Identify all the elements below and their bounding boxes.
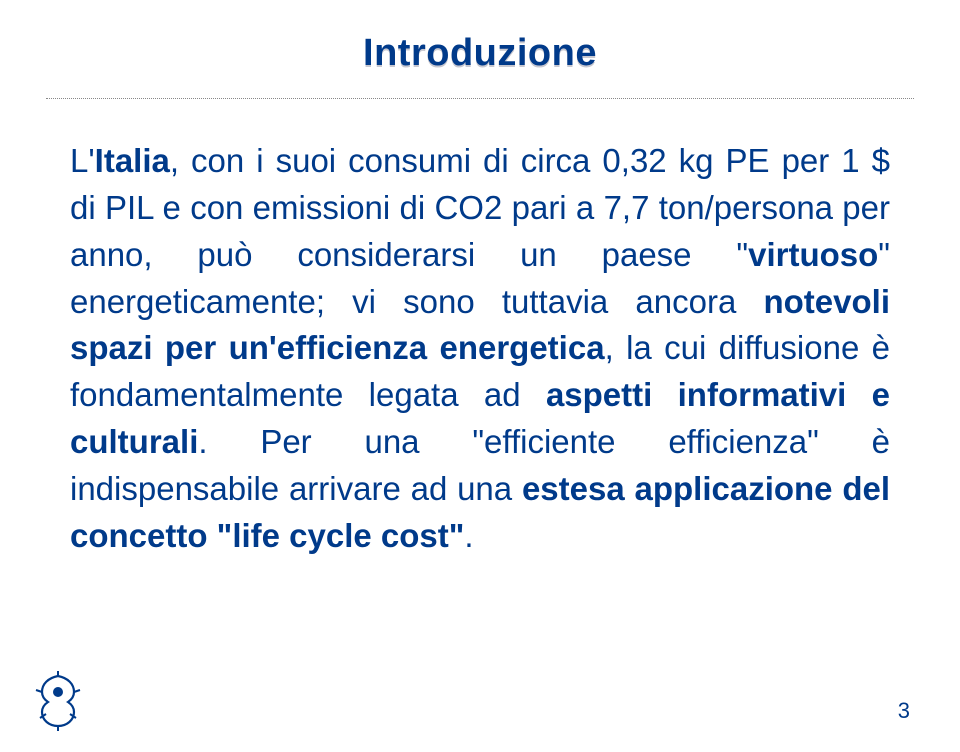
- slide-body: L'Italia, con i suoi consumi di circa 0,…: [70, 138, 890, 560]
- slide-title: Introduzione Introduzione: [0, 32, 960, 75]
- confindustria-logo-icon: [28, 670, 88, 732]
- slide: Introduzione Introduzione L'Italia, con …: [0, 0, 960, 752]
- title-divider: [46, 98, 914, 99]
- page-number: 3: [898, 698, 910, 724]
- slide-title-text: Introduzione: [363, 32, 597, 74]
